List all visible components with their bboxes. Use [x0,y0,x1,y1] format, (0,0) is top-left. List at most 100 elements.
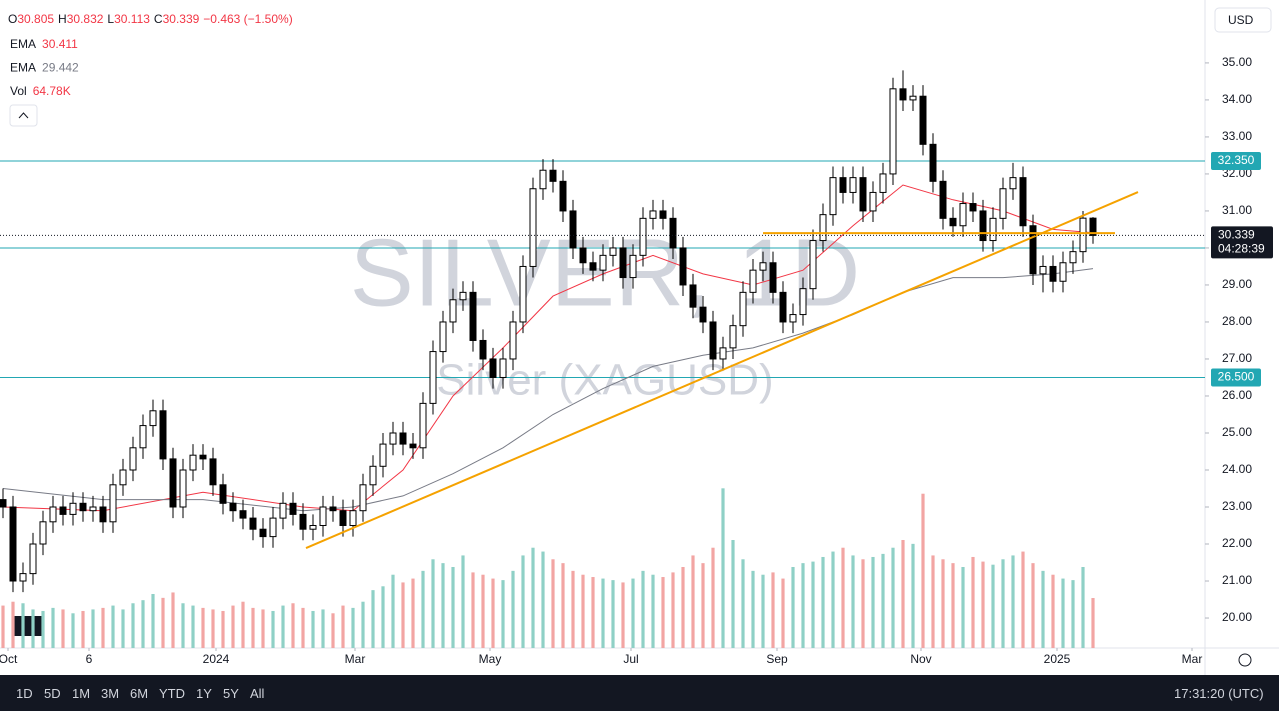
indicator-name: EMA [10,61,36,75]
candle-body [479,339,487,360]
candle-body [969,203,977,212]
range-button[interactable]: 5D [44,686,61,701]
volume-bar [1001,559,1005,648]
candle-body [19,573,27,582]
candle-body [329,506,337,512]
volume-bar [1071,580,1075,648]
candle-body [89,506,97,512]
y-tick-label: 33.00 [1222,129,1252,143]
x-tick-label: Oct [0,652,18,666]
currency-button[interactable] [1214,7,1272,33]
volume-bar [721,488,725,648]
ohlc-key: H [58,12,67,26]
volume-bar [271,610,275,648]
indicator-value: 64.78K [33,84,71,98]
candle-body [799,288,807,316]
x-tick-label: Sep [766,652,788,666]
candle-body [449,299,457,323]
logo-mark [12,616,44,636]
indicator-value: 30.411 [42,37,78,51]
range-button[interactable]: YTD [159,686,185,701]
candle-body [549,169,557,182]
volume-bar [471,572,475,648]
candle-body [909,95,917,101]
range-button[interactable]: 3M [101,686,120,701]
volume-bar [121,609,125,648]
volume-bar [151,594,155,648]
candle-body [779,291,787,323]
candle-body [139,425,147,449]
volume-bar [241,601,245,648]
volume-bar [401,582,405,648]
candle-body [809,240,817,290]
volume-bar [1041,570,1045,648]
indicator-value: 29.442 [42,61,79,75]
y-tick-label: 34.00 [1222,92,1252,106]
x-tick-label: Mar [1182,652,1203,666]
range-button[interactable]: 5Y [223,686,239,701]
candle-body [739,291,747,327]
volume-bar [1051,574,1055,648]
range-button[interactable]: 1Y [196,686,212,701]
volume-bar [231,605,235,648]
candle-body [9,506,17,582]
candle-body [729,325,737,349]
candle-body [239,510,247,519]
volume-bar [791,567,795,648]
candle-body [259,528,267,538]
candle-body [199,454,207,460]
range-button[interactable]: All [250,686,265,701]
collapse-legend-button[interactable] [9,104,38,127]
volume-bar [981,561,985,648]
y-tick-label: 28.00 [1222,314,1252,328]
volume-bar [281,605,285,648]
y-tick-label: 22.00 [1222,536,1252,550]
candle-body [899,88,907,101]
volume-bar [81,610,85,648]
volume-bar [431,559,435,648]
volume-bar [1021,551,1025,648]
y-tick-label: 20.00 [1222,610,1252,624]
volume-bar [131,603,135,648]
volume-bar [991,564,995,648]
candle-body [589,262,597,271]
candle-body [929,143,937,182]
volume-bar [1081,567,1085,648]
volume-bar [621,582,625,648]
volume-bar [141,600,145,648]
range-button[interactable]: 6M [130,686,149,701]
volume-bar [251,607,255,648]
volume-bar [191,605,195,648]
volume-bar [681,567,685,648]
volume-bar [641,570,645,648]
ohlc-key: L [107,12,114,26]
volume-bar [461,555,465,648]
candle-body [369,465,377,486]
candle-body [759,262,767,271]
volume-bar [31,609,35,648]
candle-body [639,217,647,256]
candle-body [69,502,77,515]
settings-button[interactable] [1238,653,1252,667]
volume-bar [581,574,585,648]
candle-body [919,95,927,145]
candle-body [719,347,727,360]
volume-bar [701,563,705,648]
range-button[interactable]: 1D [16,686,33,701]
volume-bar [531,547,535,648]
candle-body [529,188,537,267]
trendline [305,191,1139,550]
volume-bar [1,605,5,648]
candle-body [0,499,7,508]
volume-bar [671,572,675,648]
candle-body [649,210,657,219]
y-tick-label: 31.00 [1222,203,1252,217]
volume-bar [181,603,185,648]
volume-bar [501,580,505,648]
candle-body [489,358,497,378]
level-label: 32.350 [1218,153,1255,167]
range-button[interactable]: 1M [72,686,91,701]
candle-body [469,291,477,341]
volume-bar [841,547,845,648]
volume-bar [911,543,915,648]
